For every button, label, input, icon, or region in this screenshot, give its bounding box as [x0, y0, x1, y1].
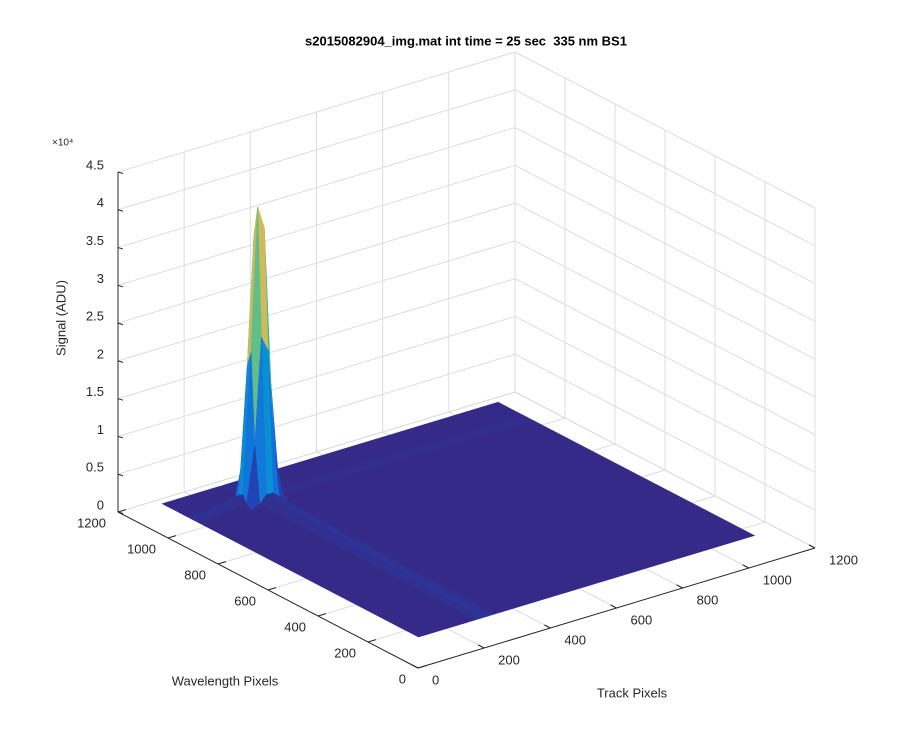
z-tick-label: 0.5 [86, 460, 104, 475]
grid-line [117, 127, 516, 249]
z-axis-label: Signal (ADU) [53, 280, 68, 356]
z-tick [117, 398, 124, 401]
z-tick-label: 3 [97, 271, 104, 286]
grid-line [117, 89, 516, 211]
z-tick-label: 1 [97, 422, 104, 437]
grid-line [514, 51, 816, 209]
x-tick-label: 1200 [829, 552, 858, 567]
grid-line [514, 391, 816, 549]
z-tick [117, 473, 124, 477]
grid-line [117, 164, 516, 286]
grid-line [514, 164, 816, 322]
y-tick [367, 639, 377, 643]
z-tick [117, 209, 124, 212]
grid-line [514, 278, 816, 436]
grid-line [117, 353, 516, 475]
grid-line [117, 315, 516, 437]
z-tick [117, 247, 124, 250]
z-tick [117, 284, 124, 288]
x-tick [808, 544, 816, 549]
grid-line [514, 240, 816, 398]
z-tick [117, 322, 124, 326]
y-tick [167, 535, 177, 539]
z-tick-label: 1.5 [86, 384, 104, 399]
x-tick [610, 604, 617, 609]
grid-line [514, 353, 816, 511]
z-tick [117, 511, 124, 514]
x-tick [676, 584, 683, 589]
grid-line [514, 127, 816, 284]
x-axis-label: Track Pixels [597, 685, 668, 700]
y-tick-label: 600 [234, 593, 256, 608]
y-tick-label: 1000 [127, 541, 156, 556]
z-tick-label: 2 [97, 346, 104, 361]
z-tick-label: 0 [97, 497, 104, 512]
grid-line [514, 316, 816, 473]
surface-patch [202, 510, 468, 638]
x-tick-label: 1000 [763, 572, 792, 587]
y-tick [317, 613, 327, 617]
z-tick-label: 2.5 [86, 309, 104, 324]
x-tick [411, 664, 419, 669]
grid-line [117, 202, 516, 324]
x-tick [742, 564, 750, 569]
x-tick-label: 200 [498, 652, 520, 667]
y-tick [117, 509, 127, 513]
y-tick-label: 200 [334, 645, 356, 660]
grid-line [117, 51, 516, 173]
grid-line [514, 202, 816, 360]
z-tick-label: 4 [97, 195, 104, 210]
z-tick-label: 4.5 [86, 157, 104, 172]
x-tick [477, 644, 485, 649]
z-tick [117, 360, 124, 363]
grid-line [514, 89, 816, 247]
z-tick [117, 171, 124, 174]
y-tick-label: 1200 [77, 515, 106, 530]
x-tick-label: 0 [432, 672, 439, 687]
y-tick-label: 800 [184, 567, 206, 582]
grid-line [117, 278, 516, 400]
y-tick-label: 0 [399, 671, 406, 686]
grid-line [117, 240, 516, 362]
grid-line [117, 391, 516, 513]
y-tick [267, 587, 277, 591]
y-tick-label: 400 [284, 619, 306, 634]
y-tick [417, 665, 427, 669]
x-tick [544, 624, 551, 629]
z-tick [117, 435, 124, 439]
x-tick-label: 600 [631, 612, 653, 627]
y-tick [217, 561, 227, 565]
chart-title: s2015082904_img.mat int time = 25 sec 33… [305, 33, 627, 48]
z-tick-label: 3.5 [86, 233, 104, 248]
x-tick-label: 400 [564, 632, 586, 647]
z-exponent: ×10⁴ [52, 138, 73, 149]
x-tick-label: 800 [697, 592, 719, 607]
y-axis-label: Wavelength Pixels [172, 673, 279, 688]
